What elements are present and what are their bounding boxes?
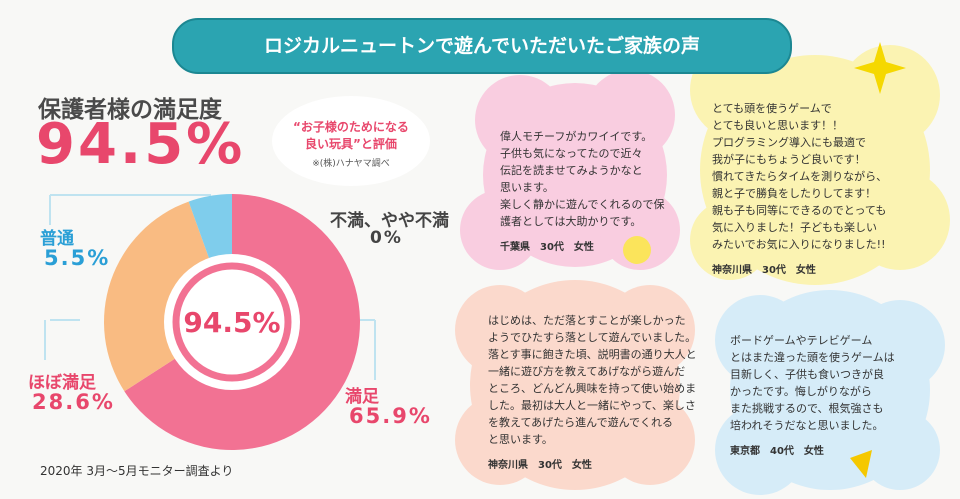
testimonial-line: みたいでお気に入りになりました!! [712,238,886,251]
testimonial-line: プログラミング導入にも最適で [712,136,866,149]
testimonial-line: 楽しく静かに遊んでくれるので保 [500,198,665,211]
leader-lines [44,194,376,380]
bubble-2 [690,40,950,285]
center-label: 94.5% [183,306,280,339]
testimonial-line: を教えてあげたら進んで遊んでくれる [488,416,674,429]
testimonial-line: とはまた違った頭を使うゲームは [730,351,895,364]
testimonial-line: 親も子も同等にできるのでとっても [712,204,887,217]
donut-segment [103,201,232,392]
center-ring [172,262,292,382]
value-label: 5.5% [44,246,111,270]
testimonial-line: 気に入りました！子どもも楽しい [712,221,877,234]
banner: ロジカルニュートンで遊んでいただいたご家族の声 [172,18,792,74]
category-label: 普通 [40,229,74,249]
testimonial-line: とても良いと思います！！ [712,119,844,132]
quote-note: ※(株)ハナヤマ調べ [312,159,390,169]
donut: 94.5% [103,194,360,451]
category-label: 満足 [345,387,379,407]
value-label: 28.6% [32,390,115,414]
testimonial-line: また挑戦するので、根気強さも [730,402,884,415]
testimonial-line: 思います。 [500,181,554,194]
value-label: 65.9% [349,404,432,428]
quote-tail [250,150,270,160]
testimonial-line: ボードゲームやテレビゲーム [730,334,873,347]
satisfaction-title: 保護者様の満足度 [38,97,222,123]
testimonial-line: 落とす事に飽きた頃、説明書の通り大人と [488,348,697,361]
megaphone [850,450,872,478]
testimonial-author: 千葉県 30代 女性 [500,242,594,253]
testimonial-line: 伝記を読ませてみようかなと [500,164,643,177]
testimonial-line: と思います。 [488,433,553,446]
quote-bubble: “お子様のためになる 良い玩具”と評価 ※(株)ハナヤマ調べ [272,96,430,186]
testimonial-line: 護者としては大助かりです。 [500,215,642,228]
category-label: ほぼ満足 [28,373,96,393]
testimonial-line: した。最初は大人と一緒にやって、楽しさ [488,399,696,412]
sparkle [854,42,906,94]
footnote: 2020年 3月〜5月モニター調査より [40,464,234,478]
testimonial-line: 親と子で勝負をしたりしてます！ [712,187,877,200]
testimonial-line: とても頭を使うゲームで [712,102,832,115]
testimonial-author: 神奈川県 30代 女性 [488,460,592,471]
testimonial-line: かったです。悔しがりながら [730,385,872,398]
testimonial-line: 目新しく、子供も食いつきが良 [730,368,884,381]
bubble-1 [460,70,680,270]
testimonial-line: 子供も気になってたので近々 [500,147,643,160]
bubble-4 [715,290,945,495]
bubble-3 [455,280,695,490]
category-label: 不満、やや不満 [330,211,449,231]
testimonial-line: ところ、どんどん興味を持って使い始めま [488,382,697,395]
testimonial-author: 東京都 40代 女性 [730,446,824,457]
value-label: 0% [370,228,403,248]
donut-hole [164,254,300,390]
testimonial-line: 我が子にもちょうど良いです！ [712,153,866,166]
testimonial-line: 偉人モチーフがカワイイです。 [500,130,653,143]
testimonial-author: 神奈川県 30代 女性 [712,265,816,276]
testimonial-line: 培われそうだなと思いました。 [730,419,884,432]
satisfaction-headline: 94.5% [36,112,246,177]
bulb [623,236,651,264]
testimonial-line: はじめは、ただ落とすことが楽しかった [488,314,686,327]
quote-line: 良い玩具”と評価 [305,137,397,151]
testimonial-line: ようでひたすら落として遊んでいました。 [488,331,697,344]
testimonial-line: 一緒に遊び方を教えてあげながら遊んだ [488,365,686,378]
testimonial-line: 慣れてきたらタイムを測りながら、 [712,170,888,183]
quote-line: “お子様のためになる [293,120,409,134]
